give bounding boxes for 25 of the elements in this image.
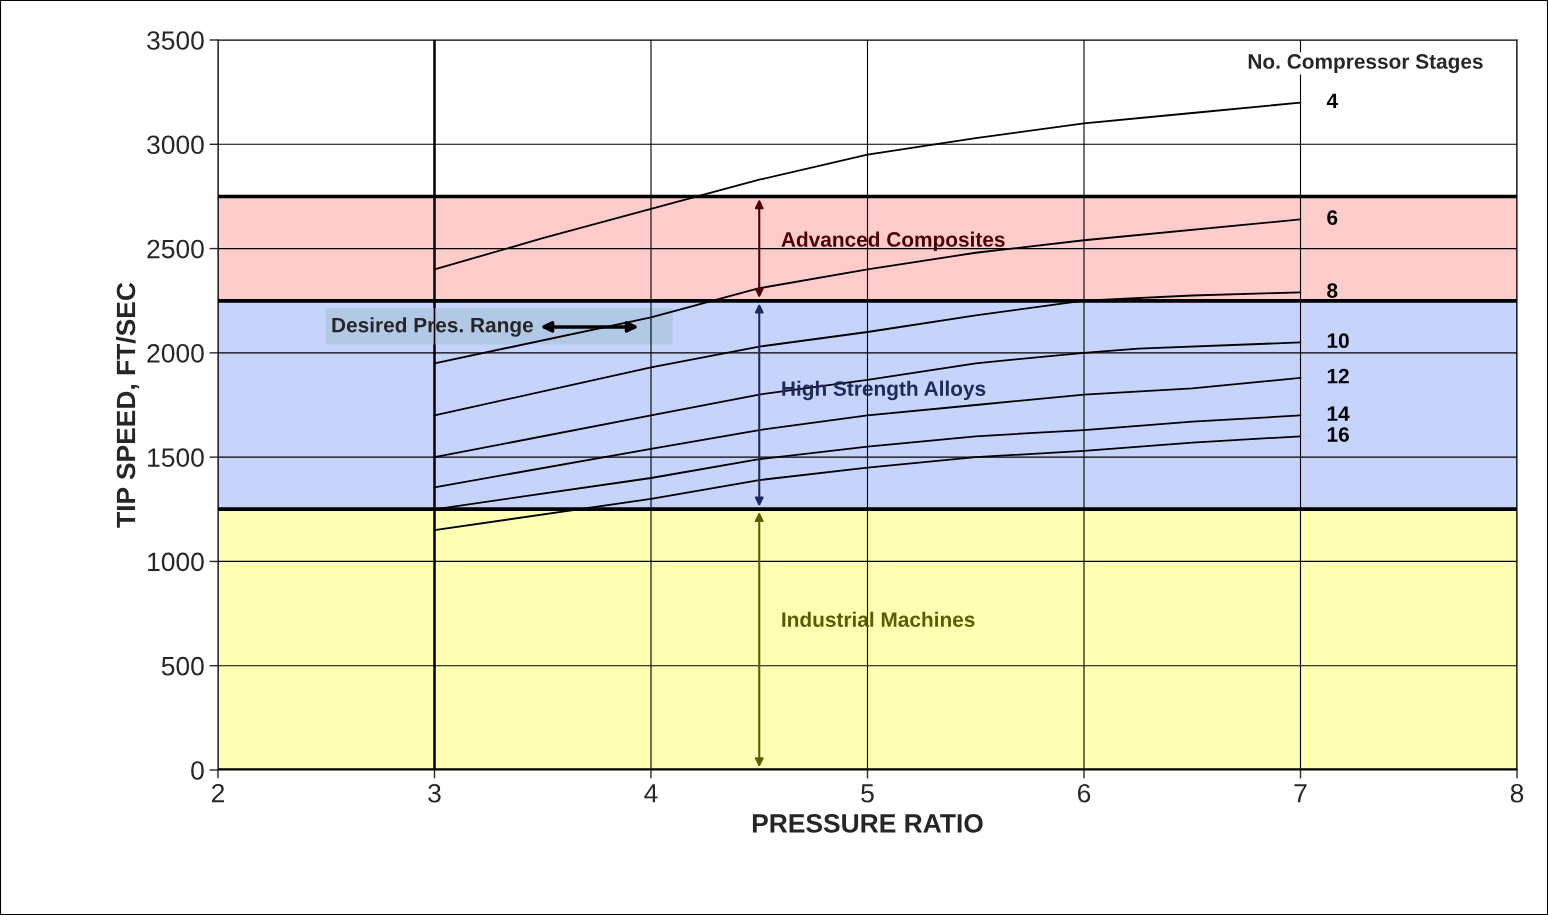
x-tick-label: 7 — [1294, 784, 1307, 803]
y-axis-title: TIP SPEED, FT/SEC — [115, 282, 140, 528]
x-tick-label: 6 — [1078, 783, 1091, 803]
series-label: 6 — [1327, 210, 1338, 225]
x-tick-label: 8 — [1510, 783, 1524, 803]
x-tick-label: 2 — [211, 783, 225, 803]
series-label: 8 — [1327, 283, 1338, 298]
x-tick-label: 3 — [428, 783, 441, 803]
legend-title: No. Compressor Stages — [1248, 54, 1483, 74]
series-label: 12 — [1327, 368, 1349, 384]
y-tick-label: 2000 — [147, 343, 204, 363]
series-label: 14 — [1327, 406, 1350, 421]
series-label: 10 — [1327, 333, 1349, 349]
y-tick-label: 3000 — [147, 135, 204, 155]
x-axis-title: PRESSURE RATIO — [752, 814, 983, 833]
y-tick-label: 0 — [191, 761, 204, 780]
y-tick-label: 2500 — [147, 239, 204, 259]
y-tick-label: 500 — [161, 656, 204, 676]
y-tick-label: 3500 — [147, 31, 204, 50]
x-tick-label: 5 — [861, 784, 874, 803]
series-label: 4 — [1326, 93, 1338, 108]
y-tick-label: 1000 — [148, 552, 204, 572]
y-tick-label: 1500 — [148, 448, 204, 467]
x-tick-label: 4 — [644, 784, 658, 803]
series-label: 16 — [1327, 427, 1349, 442]
